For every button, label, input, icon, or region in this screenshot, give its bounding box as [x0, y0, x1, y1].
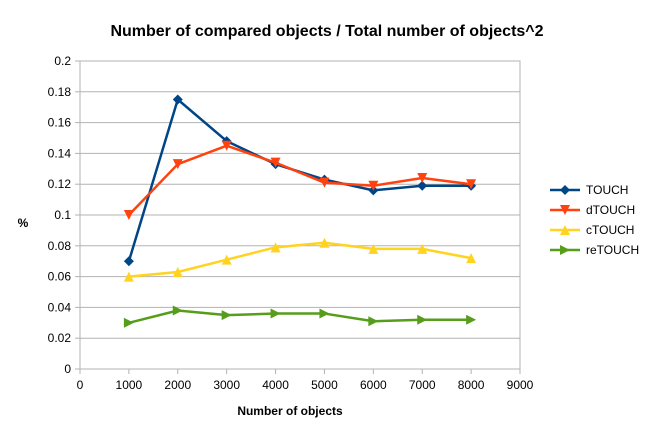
- y-tick-label: 0.16: [48, 116, 72, 130]
- x-tick-label: 6000: [360, 378, 387, 392]
- data-point-dtouch: [123, 210, 134, 220]
- data-point-dtouch: [466, 179, 477, 190]
- series-retouch: [123, 305, 477, 328]
- legend-item-retouch: reTOUCH: [550, 243, 639, 257]
- chart-title: Number of compared objects / Total numbe…: [110, 23, 543, 40]
- series-line-dtouch: [127, 144, 472, 216]
- data-point-retouch: [270, 308, 281, 319]
- plot-frame: [79, 60, 521, 370]
- data-point-retouch: [466, 314, 477, 325]
- y-tick-label: 0: [64, 362, 71, 376]
- y-tick-label: 0.04: [48, 300, 72, 314]
- legend-marker-retouch: [560, 245, 570, 255]
- data-point-ctouch: [319, 237, 330, 248]
- legend-item-touch: TOUCH: [550, 183, 628, 197]
- data-point-ctouch: [466, 253, 477, 264]
- data-point-dtouch: [417, 173, 428, 184]
- series-group: [123, 94, 477, 328]
- data-point-retouch: [123, 317, 134, 328]
- data-point-touch: [417, 180, 428, 191]
- y-tick-label: 0.1: [54, 208, 71, 222]
- data-point-ctouch: [270, 242, 281, 253]
- x-tick-label: 8000: [458, 378, 485, 392]
- x-tick-label: 3000: [213, 378, 240, 392]
- legend-label-retouch: reTOUCH: [586, 243, 639, 257]
- data-point-ctouch: [417, 243, 428, 254]
- data-point-ctouch: [123, 271, 134, 282]
- y-tick-label: 0.2: [54, 54, 71, 68]
- series-line-retouch: [128, 309, 472, 325]
- legend-item-ctouch: cTOUCH: [550, 223, 634, 237]
- data-point-retouch: [221, 310, 232, 321]
- grid-lines: [80, 60, 520, 370]
- data-point-ctouch: [172, 266, 183, 277]
- legend-marker-touch: [560, 185, 570, 195]
- series-line-touch: [127, 98, 472, 262]
- data-point-retouch: [319, 308, 330, 319]
- y-tick-label: 0.18: [48, 85, 72, 99]
- legend-label-touch: TOUCH: [586, 183, 628, 197]
- y-tick-label: 0.06: [48, 270, 72, 284]
- x-tick-label: 2000: [164, 378, 191, 392]
- legend-label-dtouch: dTOUCH: [586, 203, 635, 217]
- legend-label-ctouch: cTOUCH: [586, 223, 634, 237]
- series-line-ctouch: [128, 241, 472, 278]
- data-point-retouch: [172, 305, 183, 316]
- data-point-touch: [123, 256, 134, 267]
- data-point-ctouch: [368, 243, 379, 254]
- legend-item-dtouch: dTOUCH: [550, 203, 635, 217]
- data-point-retouch: [417, 314, 428, 325]
- x-tick-label: 9000: [507, 378, 534, 392]
- x-tick-label: 7000: [409, 378, 436, 392]
- x-tick-label: 0: [77, 378, 84, 392]
- series-dtouch: [123, 140, 477, 220]
- x-tick-label: 4000: [262, 378, 289, 392]
- data-point-ctouch: [221, 254, 232, 265]
- data-point-dtouch: [172, 159, 183, 170]
- tick-labels: 0 0.02 0.04 0.06 0.08 0.1 0.12 0.14 0.16 0.18 0.2 0…: [48, 54, 534, 392]
- y-tick-label: 0.02: [48, 331, 72, 345]
- data-point-dtouch: [368, 180, 379, 191]
- x-tick-label: 1000: [116, 378, 143, 392]
- legend: TOUCH dTOUCH cTOUCH reTOUCH: [550, 183, 639, 257]
- legend-marker-ctouch: [560, 225, 570, 235]
- y-tick-label: 0.08: [48, 239, 72, 253]
- y-tick-label: 0.12: [48, 177, 72, 191]
- data-point-dtouch: [319, 177, 330, 188]
- data-point-dtouch: [221, 140, 232, 151]
- data-point-dtouch: [270, 157, 281, 168]
- axes: [75, 60, 521, 374]
- data-point-touch: [172, 94, 183, 105]
- x-axis-title: Number of objects: [237, 404, 343, 418]
- legend-marker-dtouch: [560, 205, 570, 215]
- data-point-retouch: [368, 316, 379, 327]
- x-tick-label: 5000: [311, 378, 338, 392]
- series-ctouch: [123, 237, 477, 282]
- y-axis-title: %: [18, 216, 29, 230]
- y-tick-label: 0.14: [48, 146, 72, 160]
